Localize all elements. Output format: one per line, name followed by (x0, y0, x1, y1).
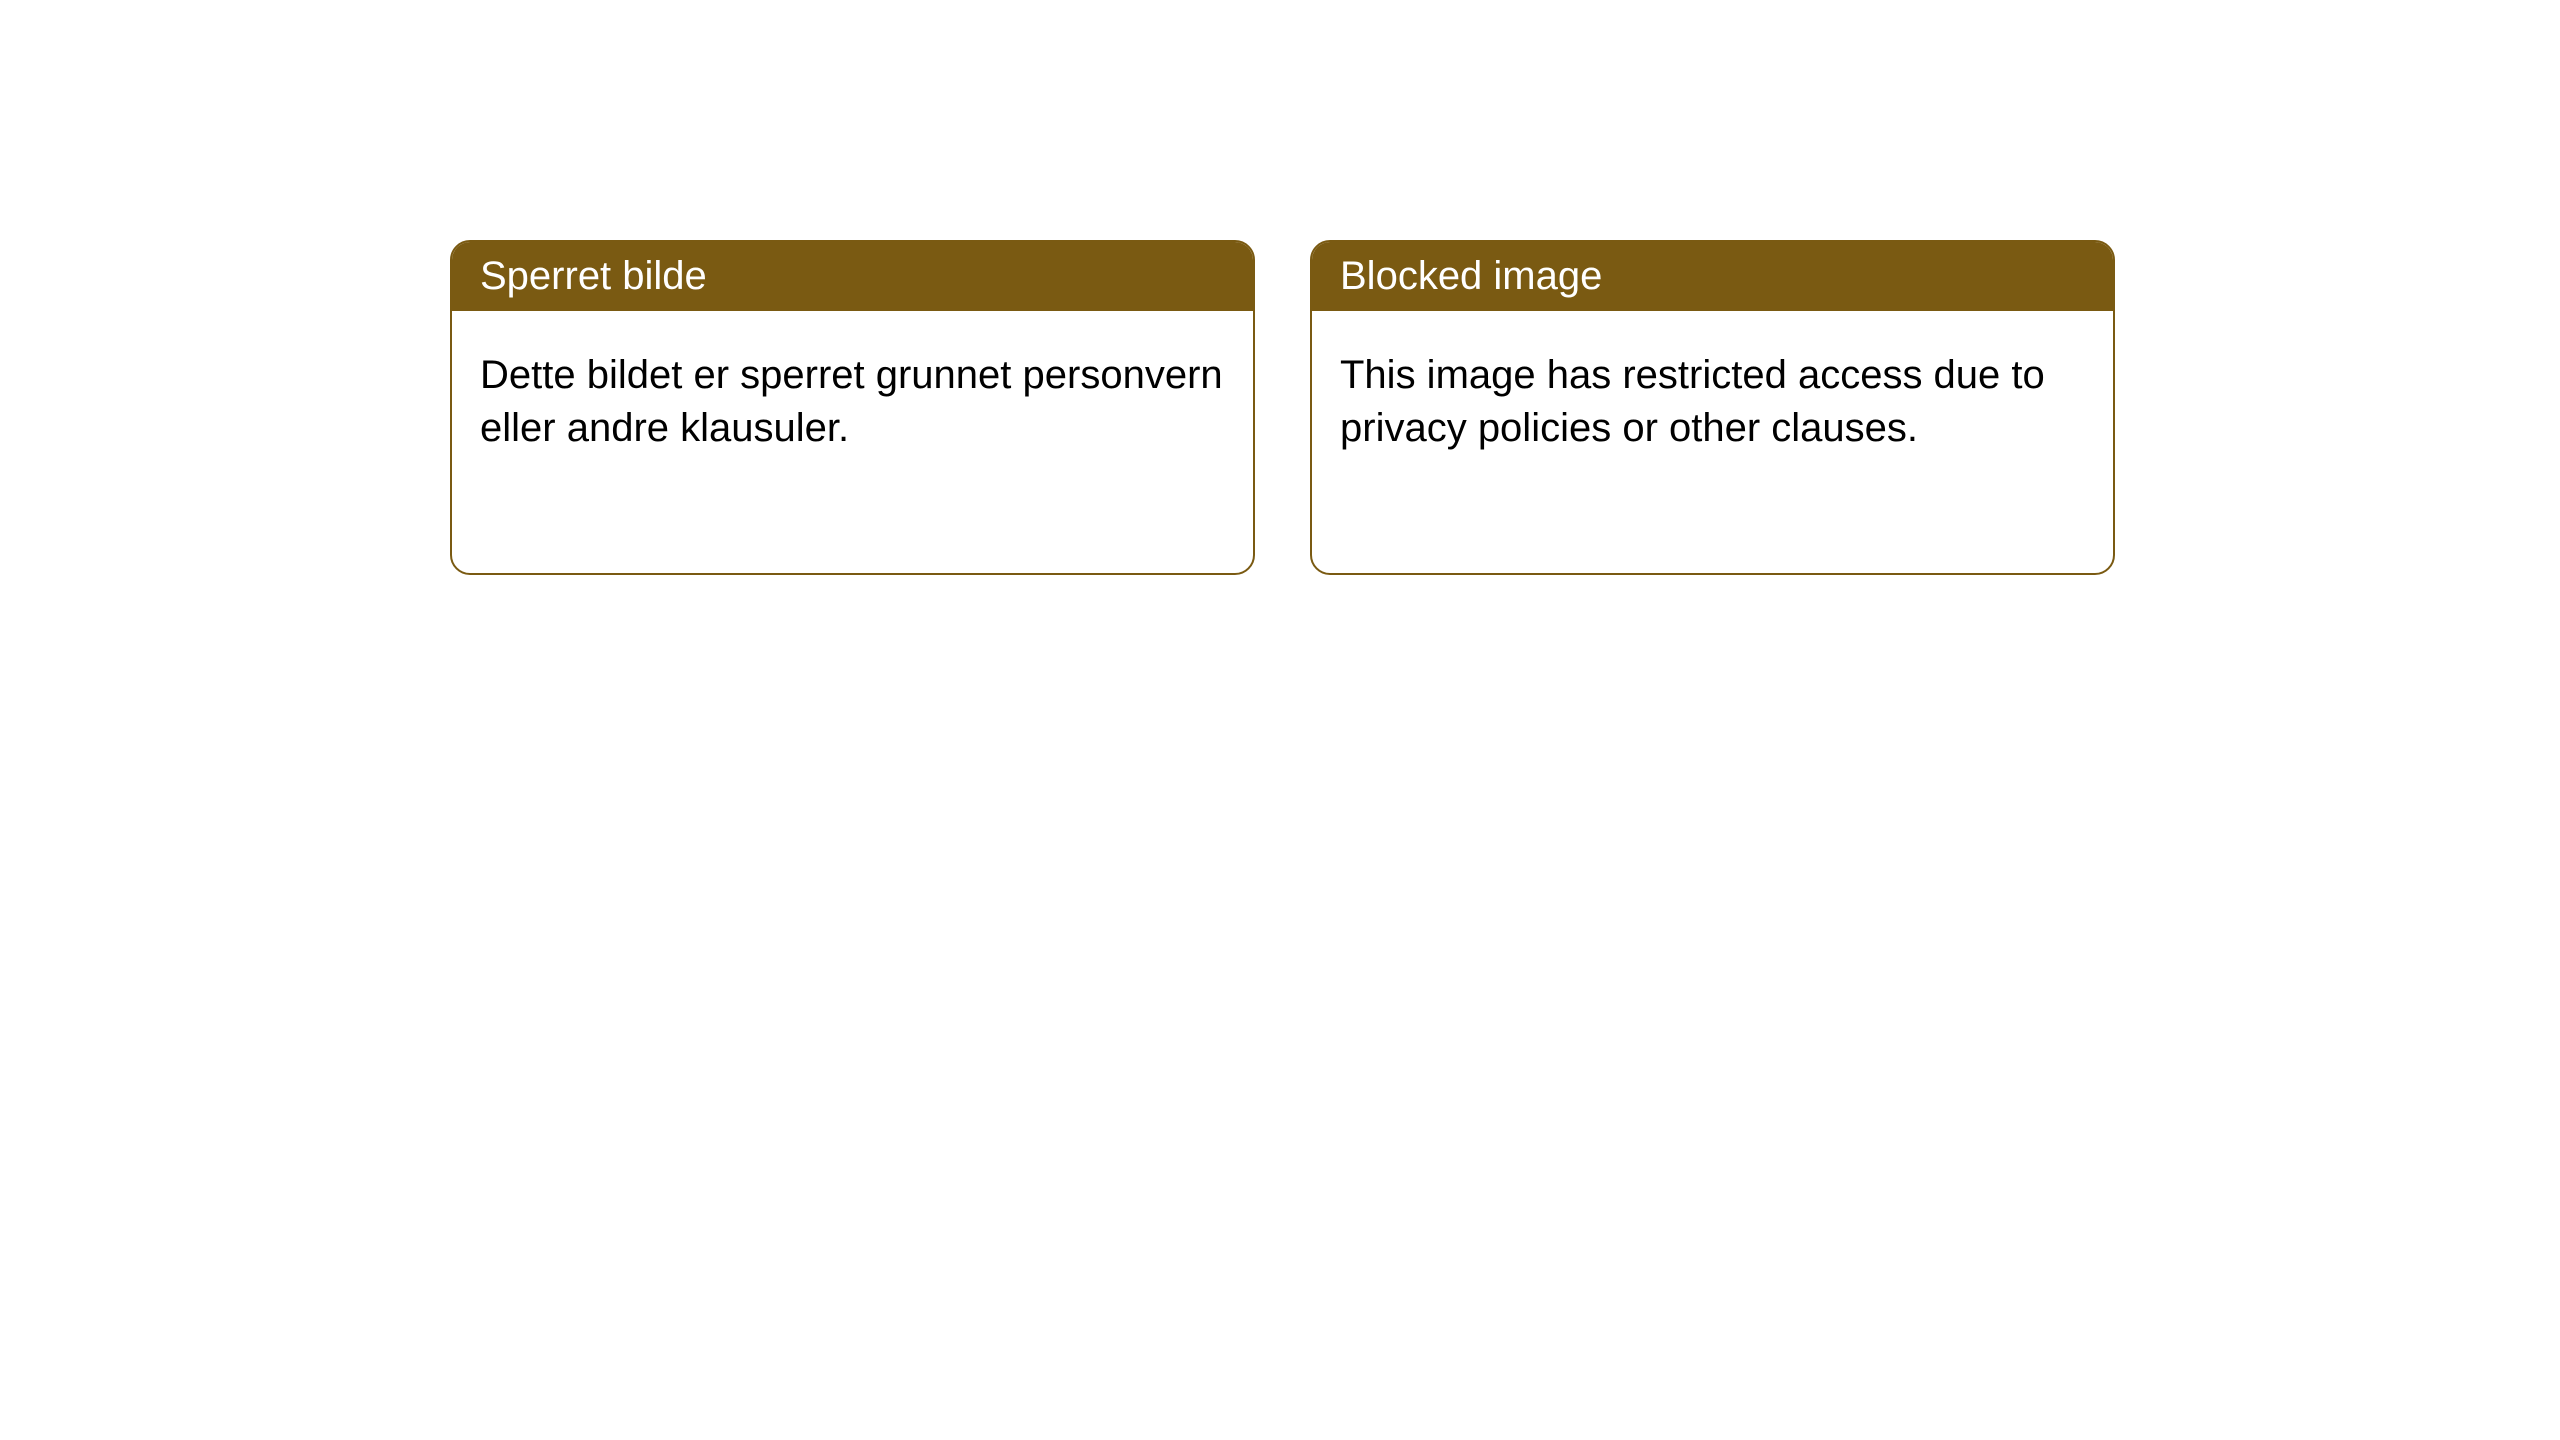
card-body: Dette bildet er sperret grunnet personve… (452, 311, 1253, 493)
card-body-text: Dette bildet er sperret grunnet personve… (480, 353, 1223, 450)
card-header-text: Blocked image (1340, 254, 1602, 298)
notice-card-english: Blocked image This image has restricted … (1310, 240, 2115, 575)
notice-container: Sperret bilde Dette bildet er sperret gr… (0, 0, 2560, 575)
card-body: This image has restricted access due to … (1312, 311, 2113, 493)
card-body-text: This image has restricted access due to … (1340, 353, 2045, 450)
card-header: Blocked image (1312, 242, 2113, 311)
card-header: Sperret bilde (452, 242, 1253, 311)
notice-card-norwegian: Sperret bilde Dette bildet er sperret gr… (450, 240, 1255, 575)
card-header-text: Sperret bilde (480, 254, 707, 298)
